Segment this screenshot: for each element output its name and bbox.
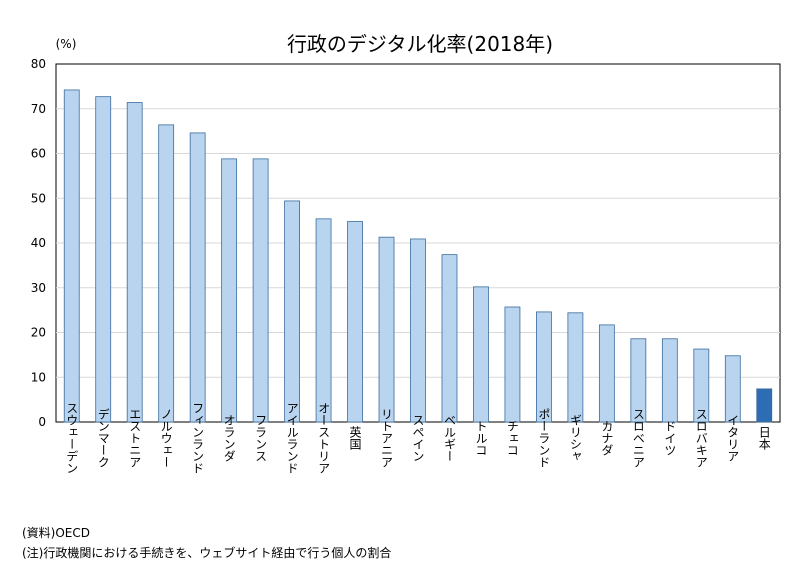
y-tick-label: 80 [31,57,46,71]
bar-chart: 行政のデジタル化率(2018年) (%) 0 10 20 30 40 50 60 70 80 ス… [31,32,781,474]
x-category-label: ノルウェー [159,408,173,468]
x-category-label: カナダ [600,420,614,456]
y-tick-label: 0 [38,415,46,429]
bar [724,355,741,423]
bar [661,338,678,423]
x-category-label: ポーランド [537,408,551,468]
x-category-label: スウェーデン [65,402,79,474]
x-category-label: スロバキア [694,408,708,468]
bar [567,312,584,423]
y-axis-tick-labels: 0 10 20 30 40 50 60 70 80 [31,57,46,429]
grid-lines [56,108,780,378]
x-category-label: フィンランド [191,402,205,474]
bar [95,96,112,423]
x-category-label: チェコ [505,420,519,456]
x-category-label: ギリシャ [568,414,582,462]
bar [221,158,238,423]
y-axis-unit-label: (%) [56,37,77,51]
footnote: (注)行政機関における手続きを、ウェブサイト経由で行う個人の割合 [22,546,392,560]
x-category-label: エストニア [128,408,142,468]
bar [126,102,143,423]
y-tick-label: 30 [31,281,46,295]
x-category-label: ドイツ [663,420,677,456]
bar [630,338,647,423]
x-axis-category-labels: スウェーデン デンマーク エストニア ノルウェー フィンランド オランダ フランス アイルラン… [65,402,772,474]
bar [473,286,489,423]
bar [536,311,552,423]
y-tick-label: 40 [31,236,46,250]
bar [158,124,175,423]
y-tick-label: 60 [31,147,46,161]
y-tick-label: 50 [31,191,46,205]
bar [693,348,710,423]
x-category-label: 英国 [348,426,362,450]
y-tick-label: 20 [31,326,46,340]
bars [63,89,773,423]
x-category-label: 日本 [757,426,771,451]
x-category-label: トルコ [474,420,488,456]
bar [189,132,206,423]
bar [347,221,363,423]
x-category-label: イタリア [726,414,740,462]
x-category-label: オランダ [222,414,236,462]
x-category-label: リトアニア [380,408,394,468]
bar [441,254,458,423]
bar [504,306,521,423]
bar [756,388,773,423]
bar [315,218,332,423]
x-category-label: デンマーク [96,408,110,468]
x-category-label: オーストリア [317,402,331,474]
bar [598,324,615,423]
y-tick-label: 70 [31,102,46,116]
x-category-label: フランス [254,414,268,462]
bar [63,89,80,423]
x-category-label: アイルランド [285,402,299,474]
x-category-label: スロベニア [631,408,645,468]
bar [252,158,269,423]
x-category-label: ベルギー [442,414,456,462]
chart-title: 行政のデジタル化率(2018年) [287,32,553,56]
y-tick-label: 10 [31,370,46,384]
bar [284,200,300,423]
bar [410,238,426,423]
x-category-label: スペイン [411,414,425,462]
bar [378,236,395,423]
source-note: (資料)OECD [22,526,91,540]
